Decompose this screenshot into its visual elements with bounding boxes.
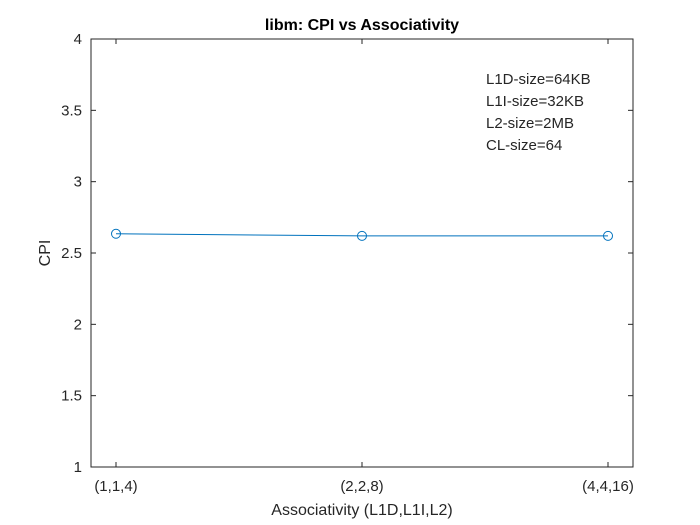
series-line: [115, 233, 608, 237]
y-tick-label: 1: [74, 459, 82, 476]
data-point-marker: [111, 228, 121, 239]
annotation-box: L1D-size=64KB L1I-size=32KB L2-size=2MB …: [486, 71, 591, 154]
y-tick-label: 1.5: [61, 388, 82, 405]
x-axis-label: Associativity (L1D,L1I,L2): [271, 502, 452, 519]
y-axis-ticks: 1 1.5 2 2.5 3 3.5 4: [61, 31, 633, 476]
x-tick-label: (1,1,4): [94, 478, 137, 495]
plot-area: [90, 38, 634, 468]
y-tick-label: 3.5: [61, 102, 82, 119]
annotation-line-cl: CL-size=64: [486, 137, 562, 154]
y-tick-label: 4: [74, 31, 82, 48]
x-tick-label: (2,2,8): [340, 478, 383, 495]
data-point-marker: [603, 230, 613, 241]
annotation-line-l1i: L1I-size=32KB: [486, 93, 584, 110]
chart-title: libm: CPI vs Associativity: [265, 17, 459, 34]
data-point-marker: [357, 230, 367, 241]
annotation-line-l2: L2-size=2MB: [486, 115, 574, 132]
x-axis-ticks: (1,1,4) (2,2,8) (4,4,16): [94, 39, 634, 495]
y-tick-label: 3: [74, 174, 82, 191]
x-tick-label: (4,4,16): [582, 478, 634, 495]
y-tick-label: 2.5: [61, 245, 82, 262]
series-layer: [111, 228, 613, 241]
y-axis-label: CPI: [37, 240, 54, 267]
y-tick-label: 2: [74, 316, 82, 333]
annotation-line-l1d: L1D-size=64KB: [486, 71, 591, 88]
